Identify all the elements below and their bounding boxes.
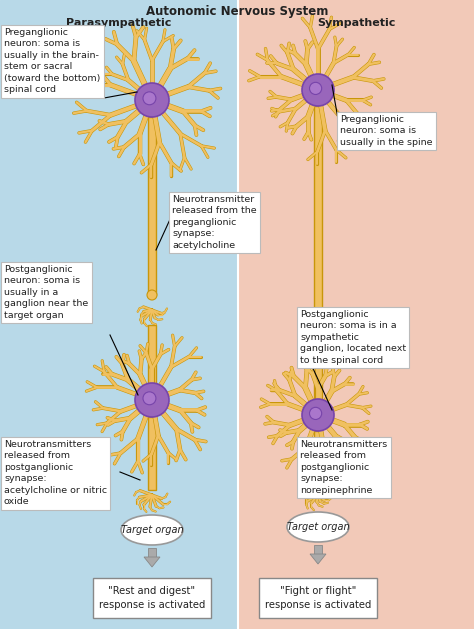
Circle shape [302,74,334,106]
Circle shape [147,290,157,300]
Circle shape [302,399,334,431]
Text: Postganglionic
neuron: soma is in a
sympathetic
ganglion, located next
to the sp: Postganglionic neuron: soma is in a symp… [300,310,406,365]
Text: Sympathetic: Sympathetic [317,18,395,28]
Text: Parasympathetic: Parasympathetic [66,18,172,28]
Text: "Fight or flight"
response is activated: "Fight or flight" response is activated [265,586,371,610]
Circle shape [310,408,322,420]
Text: Neurotransmitter
released from the
preganglionic
synapse:
acetylcholine: Neurotransmitter released from the prega… [172,195,256,250]
Bar [314,545,322,554]
Bar [148,548,156,557]
Circle shape [143,92,156,105]
Bar [314,431,322,490]
Bar [314,106,322,330]
Text: "Rest and digest"
response is activated: "Rest and digest" response is activated [99,586,205,610]
Circle shape [135,383,169,417]
Bar [238,0,474,629]
Text: Preganglionic
neuron: soma is
usually in the spine: Preganglionic neuron: soma is usually in… [340,115,432,147]
Circle shape [314,326,322,334]
Ellipse shape [287,512,349,542]
FancyBboxPatch shape [259,578,377,618]
Bar [314,355,322,400]
Text: Neurotransmitters
released from
postganglionic
synapse:
acetylcholine or nitric
: Neurotransmitters released from postgang… [4,440,107,506]
Circle shape [135,83,169,117]
Ellipse shape [121,515,183,545]
Polygon shape [310,554,326,564]
Polygon shape [144,557,160,567]
Text: Neurotransmitters
released from
postganglionic
synapse:
norepinephrine: Neurotransmitters released from postgang… [300,440,387,495]
Circle shape [143,392,156,404]
Text: Target organ: Target organ [287,522,349,532]
Text: Preganglionic
neuron: soma is
usually in the brain-
stem or sacral
(toward the b: Preganglionic neuron: soma is usually in… [4,28,100,94]
Bar [148,417,156,490]
Text: Target organ: Target organ [121,525,183,535]
Text: Autonomic Nervous System: Autonomic Nervous System [146,5,328,18]
FancyBboxPatch shape [93,578,211,618]
Bar [148,117,156,295]
Bar [148,325,156,385]
Circle shape [310,82,322,94]
Text: Postganglionic
neuron: soma is
usually in a
ganglion near the
target organ: Postganglionic neuron: soma is usually i… [4,265,88,320]
Bar [0,0,238,629]
